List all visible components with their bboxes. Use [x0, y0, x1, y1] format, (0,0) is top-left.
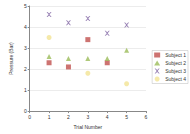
- svg-text:6: 6: [145, 114, 148, 120]
- svg-text:4: 4: [24, 24, 27, 30]
- svg-text:Pressure (Bar): Pressure (Bar): [8, 42, 14, 75]
- svg-text:2: 2: [24, 66, 27, 72]
- svg-text:Subject 4: Subject 4: [165, 76, 186, 82]
- svg-text:3: 3: [24, 45, 27, 51]
- svg-text:4: 4: [106, 114, 109, 120]
- svg-text:2: 2: [67, 114, 70, 120]
- svg-text:5: 5: [24, 3, 27, 9]
- svg-text:1: 1: [24, 87, 27, 93]
- svg-text:1: 1: [48, 114, 51, 120]
- svg-text:3: 3: [86, 114, 89, 120]
- svg-text:Subject 2: Subject 2: [165, 60, 186, 66]
- svg-text:Subject 1: Subject 1: [165, 52, 186, 58]
- svg-text:Subject 3: Subject 3: [165, 68, 186, 74]
- svg-text:Trial Number: Trial Number: [73, 124, 102, 130]
- svg-text:0: 0: [28, 114, 31, 120]
- svg-text:0: 0: [24, 108, 27, 114]
- svg-text:5: 5: [125, 114, 128, 120]
